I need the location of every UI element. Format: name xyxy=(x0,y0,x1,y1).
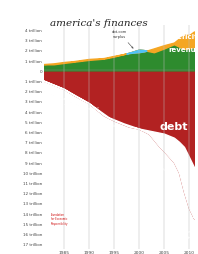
Text: obama (so far): obama (so far) xyxy=(182,229,198,238)
Text: debt: debt xyxy=(160,122,188,132)
Text: dot-com
surplus: dot-com surplus xyxy=(112,30,133,49)
Text: revenue: revenue xyxy=(169,47,198,53)
Text: bush #1: bush #1 xyxy=(84,107,99,114)
Text: america's finances: america's finances xyxy=(50,19,148,28)
Text: bush #2: bush #2 xyxy=(156,168,171,177)
Text: reagan: reagan xyxy=(56,97,69,106)
Text: deficit: deficit xyxy=(172,34,198,40)
Text: clinton: clinton xyxy=(111,124,126,131)
Text: Foundation
for Economic
Responsibility: Foundation for Economic Responsibility xyxy=(51,212,69,225)
